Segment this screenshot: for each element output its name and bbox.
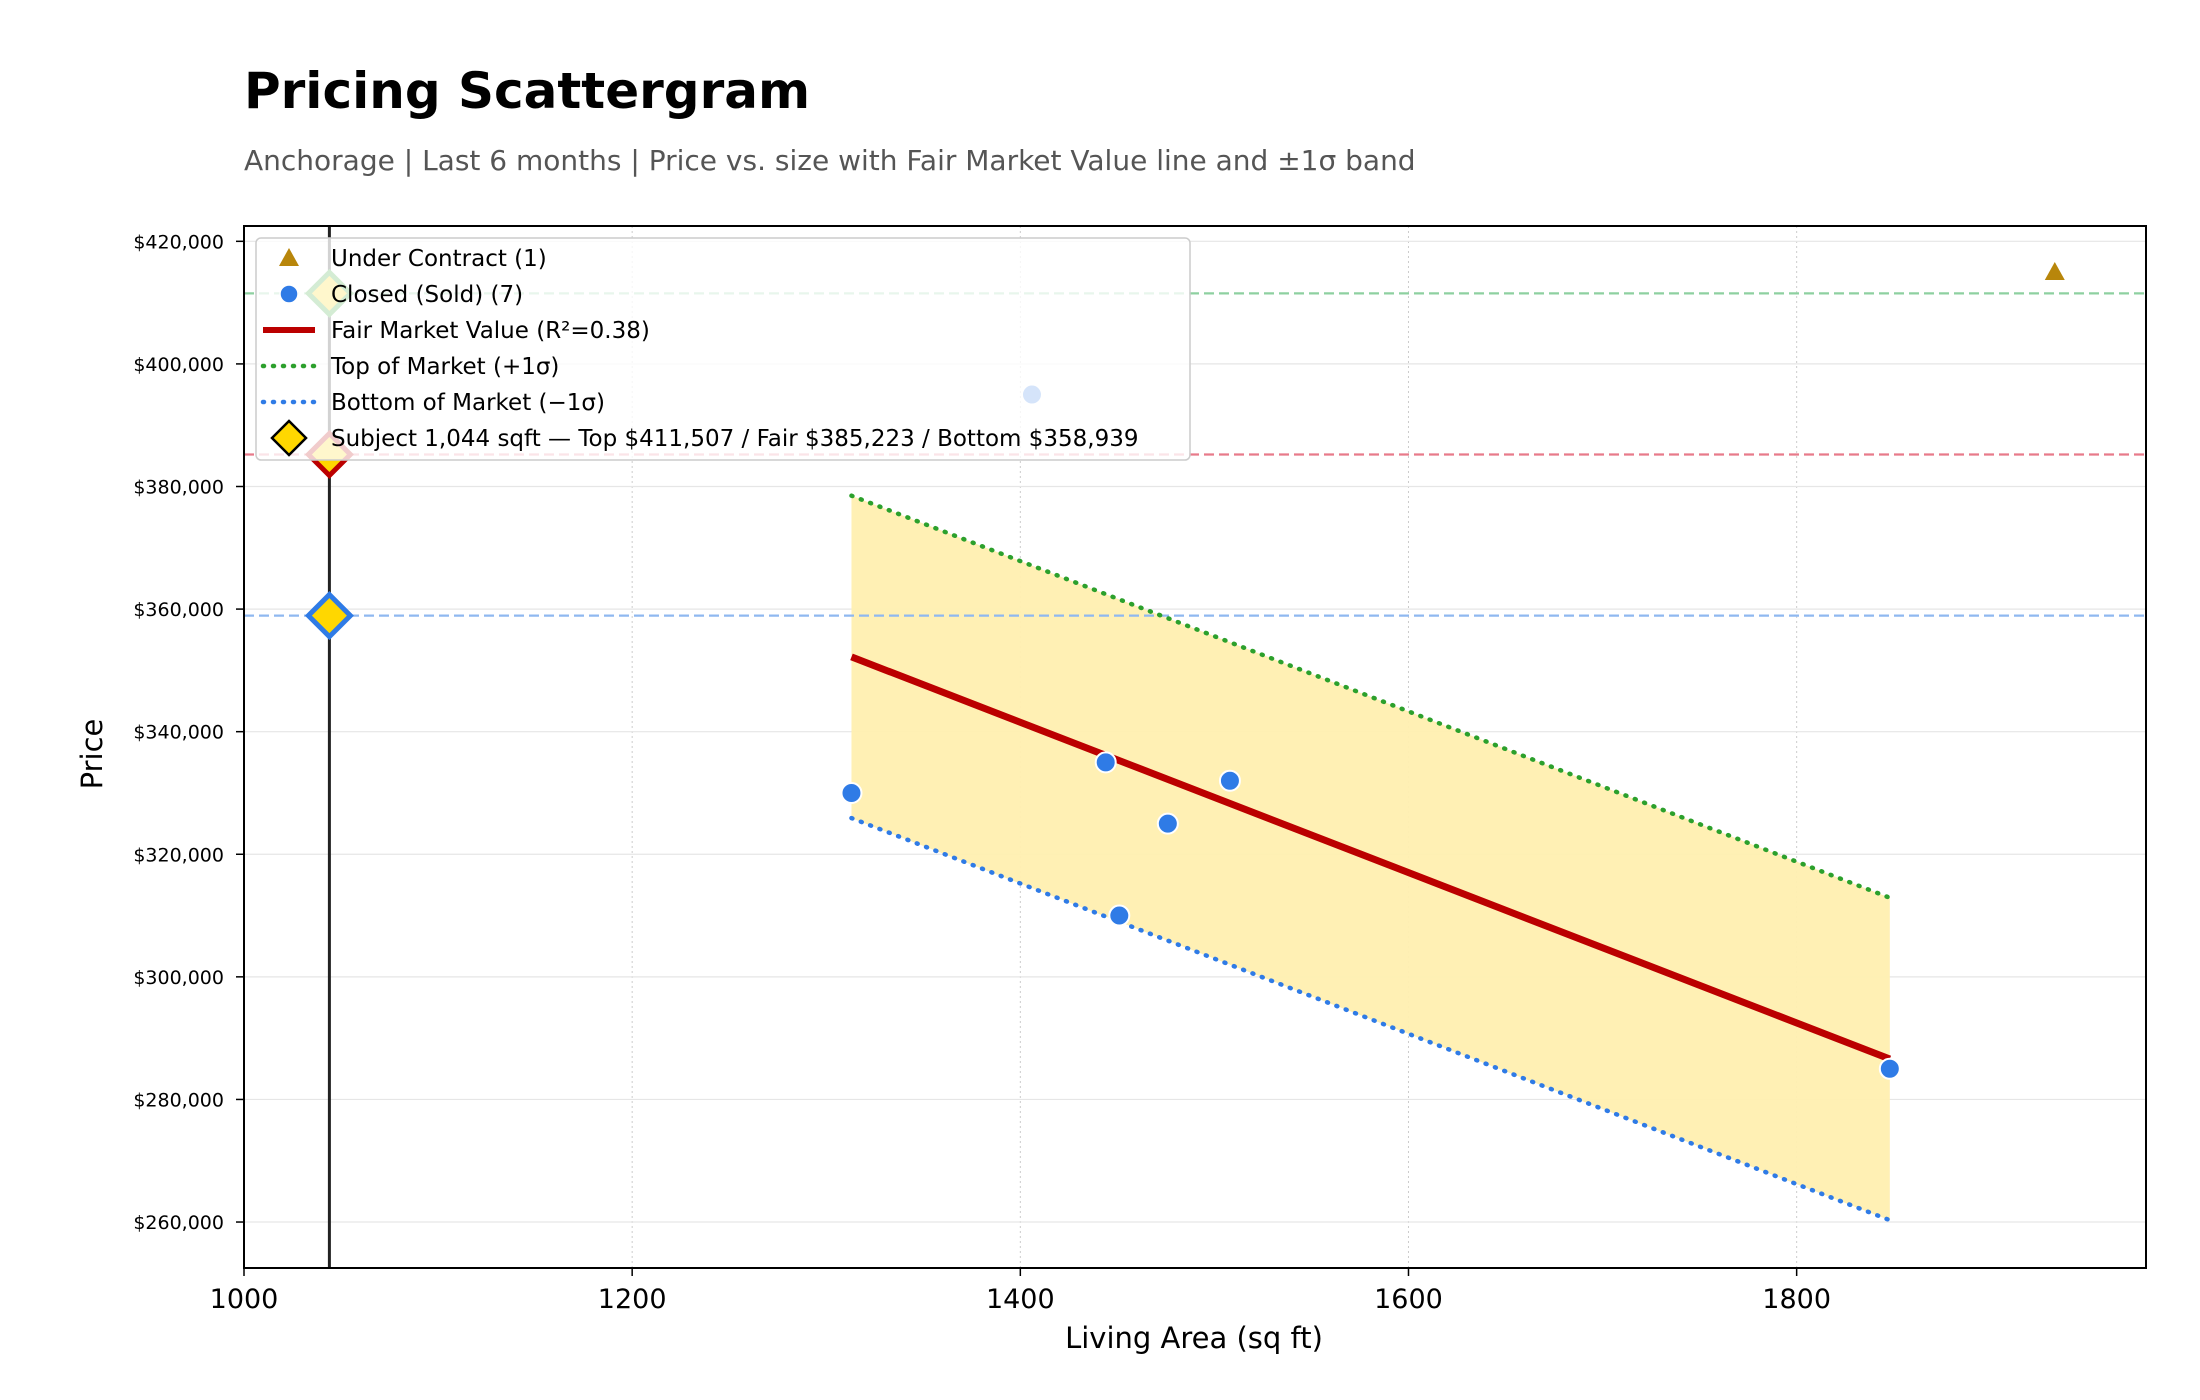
x-tick-label: 1400 — [986, 1284, 1055, 1315]
x-tick-label: 1800 — [1762, 1284, 1831, 1315]
y-tick-label: $380,000 — [133, 477, 224, 499]
legend-label: Closed (Sold) (7) — [331, 282, 523, 308]
legend-label: Bottom of Market (−1σ) — [331, 390, 605, 416]
plot-area: 1000 1200 1400 1600 1800 $260,000 $280,000 $300… — [133, 225, 2147, 1315]
closed-sale-point — [840, 781, 863, 804]
x-axis-label: Living Area (sq ft) — [1065, 1321, 1323, 1355]
under-contract-point — [2044, 261, 2065, 280]
y-tick-label: $260,000 — [133, 1212, 224, 1234]
legend-circle-icon — [279, 284, 299, 304]
legend-box — [255, 237, 1191, 461]
legend-label: Top of Market (+1σ) — [330, 354, 559, 380]
y-tick-label: $300,000 — [133, 967, 224, 989]
y-tick-label: $340,000 — [133, 722, 224, 744]
closed-sale-point — [1094, 751, 1117, 774]
market-bound-line — [849, 815, 1893, 1223]
legend-label: Under Contract (1) — [331, 246, 547, 272]
x-tick-label: 1600 — [1374, 1284, 1443, 1315]
y-tick-label: $360,000 — [133, 599, 224, 621]
closed-sale-point — [1218, 769, 1241, 792]
closed-sale-point — [1156, 812, 1179, 835]
fair-market-line — [850, 653, 1892, 1063]
closed-sale-point — [1878, 1057, 1901, 1080]
y-tick-label: $420,000 — [133, 231, 224, 253]
legend-triangle-icon — [279, 248, 299, 266]
legend: Under Contract (1) Closed (Sold) (7) Fair … — [255, 237, 1191, 461]
y-axis-label: Price — [75, 719, 109, 790]
y-tick-label: $400,000 — [133, 354, 224, 376]
x-tick-label: 1200 — [598, 1284, 667, 1315]
y-tick-label: $320,000 — [133, 844, 224, 866]
chart-title: Pricing Scattergram — [244, 62, 810, 120]
chart-subtitle: Anchorage | Last 6 months | Price vs. si… — [244, 144, 1416, 177]
x-tick-label: 1000 — [210, 1284, 279, 1315]
y-tick-label: $280,000 — [133, 1089, 224, 1111]
legend-label: Subject 1,044 sqft — Top $411,507 / Fair… — [331, 426, 1139, 452]
legend-diamond-icon — [270, 419, 308, 457]
market-bound-line — [849, 493, 1893, 901]
legend-label: Fair Market Value (R²=0.38) — [331, 318, 650, 344]
subject-bottom-marker — [304, 591, 354, 641]
closed-sale-point — [1108, 904, 1131, 927]
plot-frame — [243, 225, 2147, 1269]
